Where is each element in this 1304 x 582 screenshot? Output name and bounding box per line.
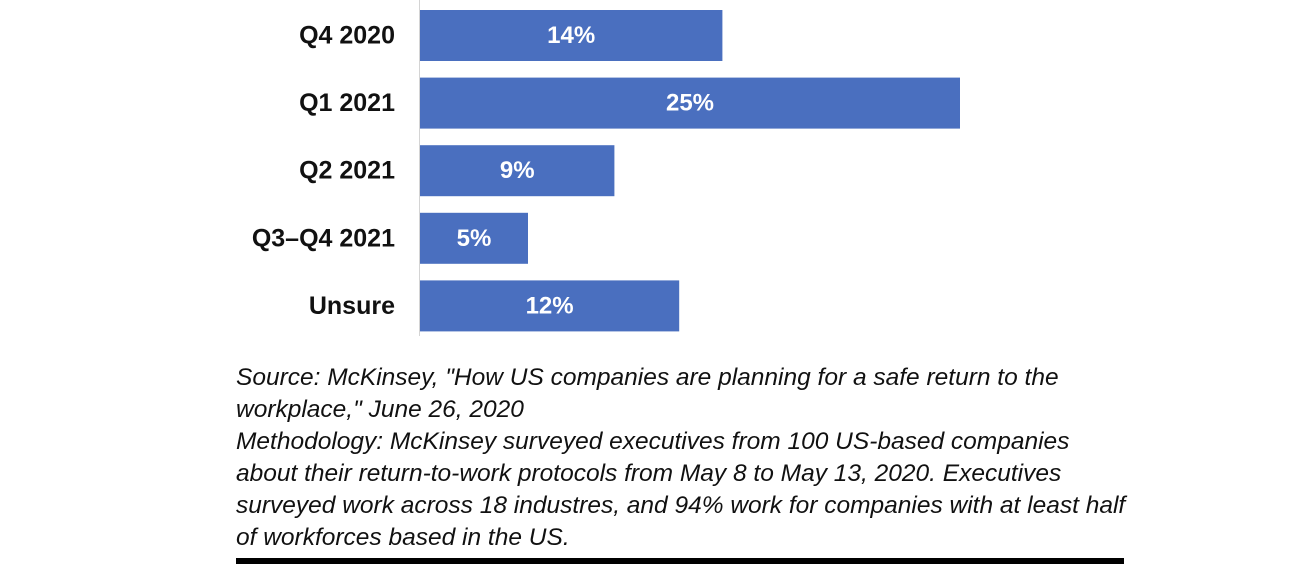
- bar-chart: Q4 2020 14% Q1 2021 25% Q2 2021 9% Q3–Q4 2021 5…: [252, 0, 960, 336]
- bar-value-label: 14%: [547, 22, 595, 49]
- bar: [420, 10, 723, 61]
- source-notes: Source: McKinsey, "How US companies are …: [236, 362, 1136, 554]
- bar-value-label: 12%: [526, 292, 574, 319]
- bar-value-label: 9%: [500, 157, 535, 184]
- category-label: Q4 2020: [299, 22, 395, 50]
- bar: [420, 280, 680, 332]
- category-label: Unsure: [309, 292, 395, 320]
- bar-value-label: 5%: [457, 225, 492, 252]
- methodology-text: Methodology: McKinsey surveyed executive…: [236, 428, 1126, 551]
- bars-group: Q4 2020 14% Q1 2021 25% Q2 2021 9% Q3–Q4 2021 5…: [252, 10, 960, 332]
- bar-value-label: 25%: [666, 90, 714, 117]
- source-text: Source: McKinsey, "How US companies are …: [236, 364, 1059, 423]
- category-label: Q1 2021: [299, 89, 395, 117]
- bar: [420, 77, 960, 129]
- bar: [420, 212, 528, 264]
- bottom-divider: [236, 558, 1124, 564]
- category-label: Q2 2021: [299, 157, 395, 185]
- bar: [420, 145, 615, 197]
- category-label: Q3–Q4 2021: [252, 224, 395, 252]
